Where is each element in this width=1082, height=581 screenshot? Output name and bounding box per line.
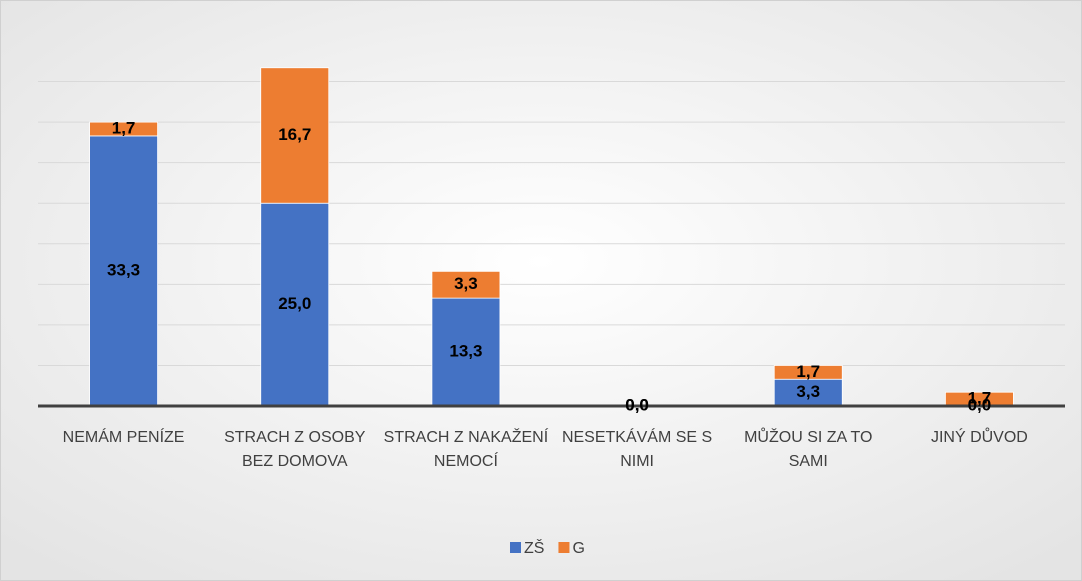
data-label: 0,0: [625, 395, 649, 414]
data-label: 3,3: [796, 382, 820, 401]
legend-label: ZŠ: [524, 538, 544, 557]
x-tick-label: STRACH Z NAKAŽENÍ NEMOCÍ: [383, 429, 549, 470]
legend-label: G: [572, 540, 584, 557]
data-label: 1,7: [112, 118, 136, 137]
data-label: 0,0: [625, 395, 649, 414]
bar-segment: [89, 121, 158, 137]
bar-segment: [260, 202, 330, 407]
data-label: 33,3: [107, 260, 140, 279]
x-tick-label: MŮŽOU SI ZA TO SAMI: [744, 429, 873, 470]
bar-segment: [89, 135, 158, 407]
bar-segment: [431, 270, 501, 299]
bar-segment: [260, 67, 330, 204]
data-label: 1,7: [796, 362, 820, 381]
x-tick-label: JINÝ DŮVOD: [930, 429, 1028, 446]
data-label: 3,3: [454, 274, 478, 293]
data-label: 13,3: [449, 342, 482, 361]
x-tick-label: STRACH Z OSOBY BEZ DOMOVA: [224, 429, 366, 470]
x-tick-label: NESETKÁVÁM SE S NIMI: [561, 429, 713, 470]
data-label: 25,0: [278, 294, 311, 313]
data-label: 16,7: [278, 125, 311, 144]
data-label: 1,7: [968, 389, 992, 408]
bar-segment: [773, 365, 843, 380]
legend-swatch: [558, 542, 570, 553]
x-tick-label: NEMÁM PENÍZE: [62, 429, 185, 446]
legend-swatch: [510, 542, 521, 553]
data-label: 0,0: [968, 395, 992, 414]
